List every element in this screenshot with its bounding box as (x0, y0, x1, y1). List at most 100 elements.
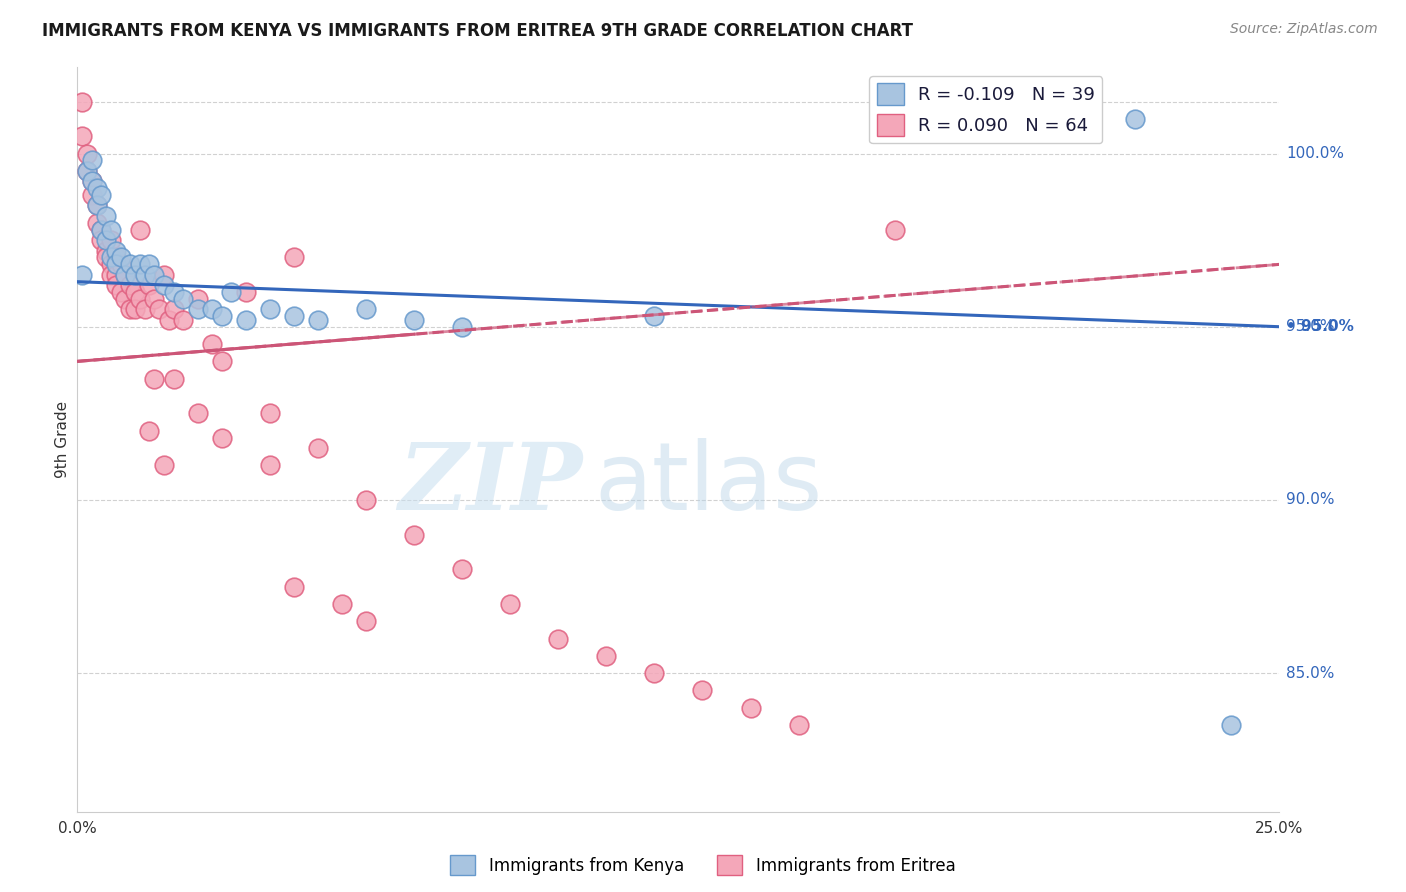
Point (90, 188, 112, 202)
Point (186, 292, 209, 306)
Point (1123, 112, 1146, 126)
Point (104, 278, 127, 293)
Point (86, 198, 108, 212)
Point (80, 174, 103, 188)
Point (128, 257, 150, 271)
Point (643, 666, 665, 681)
Point (354, 492, 377, 507)
Point (104, 251, 127, 265)
Point (90, 233, 112, 247)
Point (259, 302, 281, 317)
Point (211, 431, 233, 445)
Point (114, 268, 136, 282)
Point (354, 614, 377, 628)
Point (138, 424, 160, 438)
Text: 100.0%: 100.0% (1286, 146, 1344, 161)
Point (692, 683, 714, 698)
Point (402, 527, 425, 541)
Point (86, 198, 108, 212)
Point (162, 372, 184, 386)
Point (740, 700, 762, 714)
Point (235, 313, 257, 327)
Point (134, 302, 156, 317)
Point (120, 302, 142, 317)
Point (162, 302, 184, 317)
Point (1220, 718, 1243, 732)
Point (124, 302, 146, 317)
Point (499, 597, 522, 611)
Point (124, 268, 146, 282)
Point (354, 302, 377, 317)
Point (283, 310, 305, 324)
Point (219, 285, 242, 299)
Point (124, 285, 146, 299)
Point (114, 268, 136, 282)
Point (547, 632, 569, 646)
Point (235, 285, 257, 299)
Point (86, 216, 108, 230)
Text: IMMIGRANTS FROM KENYA VS IMMIGRANTS FROM ERITREA 9TH GRADE CORRELATION CHART: IMMIGRANTS FROM KENYA VS IMMIGRANTS FROM… (42, 22, 912, 40)
Point (128, 292, 150, 306)
Point (104, 257, 127, 271)
Point (259, 406, 281, 420)
Point (307, 441, 329, 455)
Text: • 95.0%: • 95.0% (1286, 319, 1354, 334)
Legend: R = -0.109   N = 39, R = 0.090   N = 64: R = -0.109 N = 39, R = 0.090 N = 64 (869, 76, 1102, 144)
Point (104, 268, 127, 282)
Point (70, 129, 93, 144)
Point (283, 580, 305, 594)
Text: atlas: atlas (595, 438, 823, 530)
Point (114, 292, 136, 306)
Text: 90.0%: 90.0% (1286, 492, 1334, 508)
Point (96, 209, 118, 223)
Point (76, 146, 98, 161)
Point (211, 354, 233, 368)
Point (153, 278, 176, 293)
Point (201, 302, 224, 317)
Point (186, 302, 209, 317)
Point (80, 188, 103, 202)
Point (110, 285, 132, 299)
Point (153, 268, 176, 282)
Text: ZIP: ZIP (398, 439, 582, 529)
Point (157, 313, 180, 327)
Point (595, 648, 617, 663)
Point (120, 278, 142, 293)
Point (100, 223, 122, 237)
Point (138, 257, 160, 271)
Point (172, 292, 194, 306)
Point (128, 223, 150, 237)
Point (100, 251, 122, 265)
Point (643, 310, 665, 324)
Point (100, 233, 122, 247)
Point (148, 302, 170, 317)
Point (96, 233, 118, 247)
Point (76, 164, 98, 178)
Point (110, 251, 132, 265)
Point (80, 174, 103, 188)
Point (172, 313, 194, 327)
Point (96, 244, 118, 258)
Point (883, 223, 905, 237)
Point (201, 337, 224, 351)
Point (100, 257, 122, 271)
Point (143, 372, 166, 386)
Point (283, 251, 305, 265)
Point (96, 251, 118, 265)
Legend: Immigrants from Kenya, Immigrants from Eritrea: Immigrants from Kenya, Immigrants from E… (441, 847, 965, 884)
Point (110, 257, 132, 271)
Point (186, 406, 209, 420)
Point (402, 313, 425, 327)
Point (153, 458, 176, 473)
Point (70, 95, 93, 109)
Point (134, 268, 156, 282)
Point (76, 164, 98, 178)
Point (451, 562, 474, 576)
Point (100, 268, 122, 282)
Point (211, 310, 233, 324)
Point (143, 268, 166, 282)
Point (787, 718, 810, 732)
Point (90, 223, 112, 237)
Point (86, 181, 108, 195)
Point (104, 244, 127, 258)
